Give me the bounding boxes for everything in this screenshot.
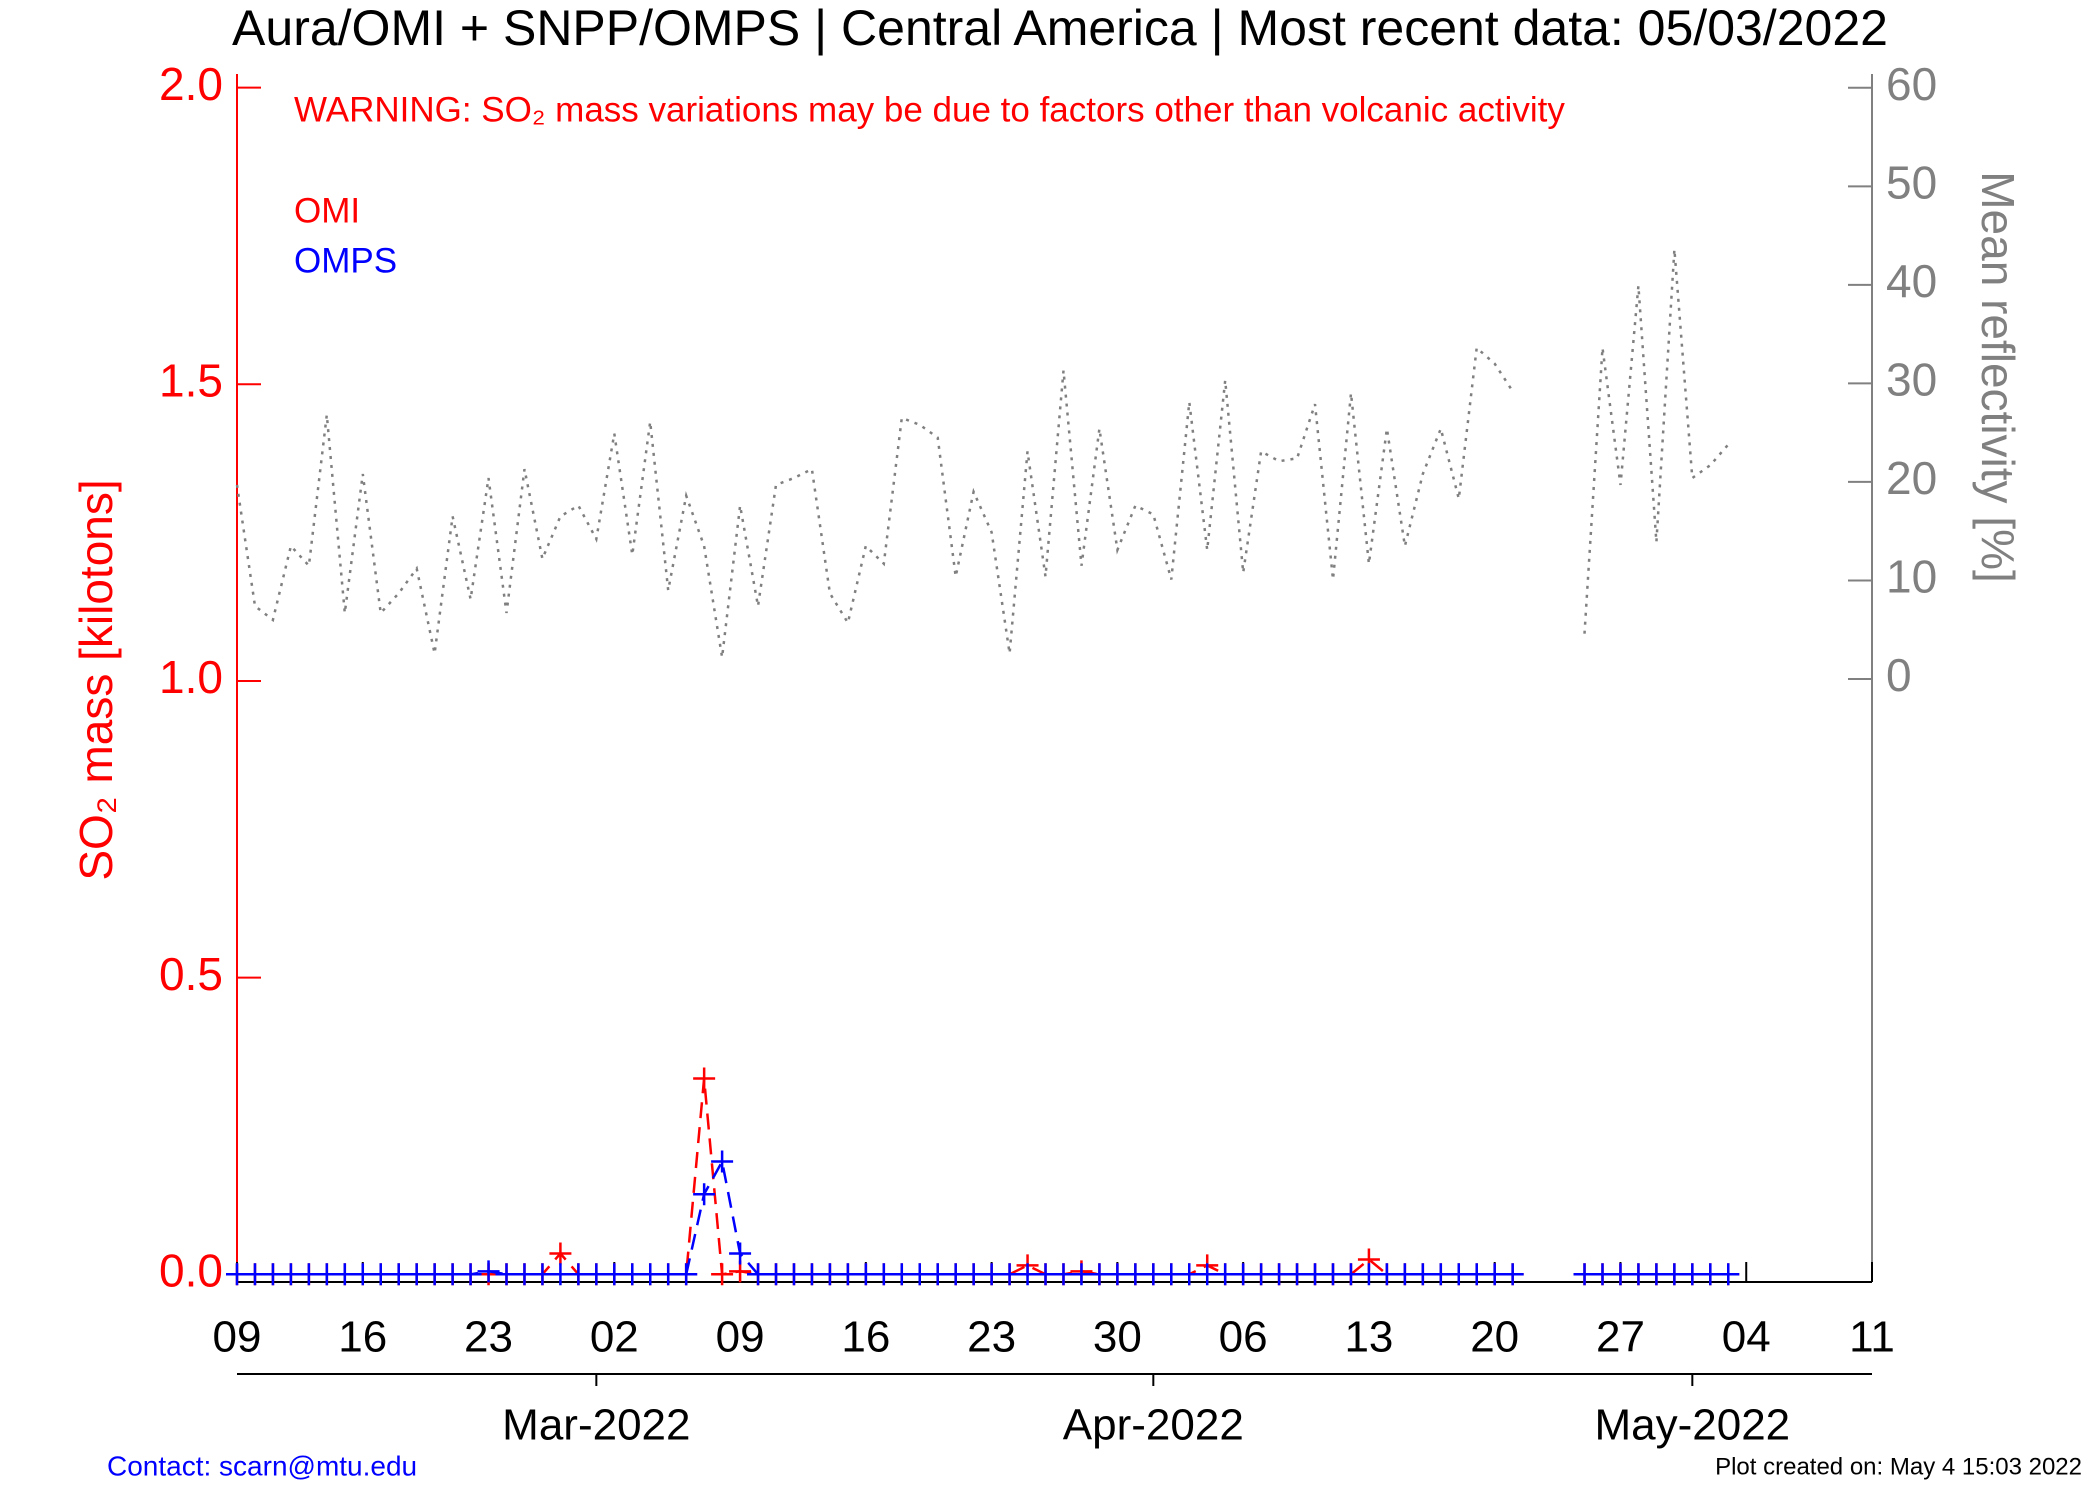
marker <box>549 1242 572 1265</box>
marker <box>459 1263 482 1286</box>
y2-tick-label: 30 <box>1886 354 1937 406</box>
y2-tick-label: 10 <box>1886 551 1937 603</box>
x-tick-label: 16 <box>841 1313 890 1362</box>
marker <box>1501 1263 1524 1286</box>
x-tick-label: 23 <box>464 1313 513 1362</box>
y2-axis-label: Mean reflectivity [%] <box>1972 171 2024 583</box>
y2-tick-label: 20 <box>1886 452 1937 504</box>
marker <box>711 1263 734 1286</box>
marker <box>675 1263 698 1286</box>
x-tick-label: 30 <box>1093 1313 1142 1362</box>
y-tick-label: 1.5 <box>159 354 223 406</box>
y2-tick-label: 60 <box>1886 58 1937 110</box>
y-tick-label: 0.0 <box>159 1244 223 1296</box>
warning: WARNING: SO₂ mass variations may be due … <box>294 90 1565 129</box>
legend-entry: OMI <box>294 191 360 230</box>
y-tick-label: 2.0 <box>159 58 223 110</box>
x-tick-label: 13 <box>1344 1313 1393 1362</box>
y2-tick-label: 40 <box>1886 255 1937 307</box>
marker <box>729 1242 752 1265</box>
y-axis-label: SO₂ mass [kilotons] <box>70 479 122 880</box>
x-tick-label: 27 <box>1596 1313 1645 1362</box>
marker <box>1717 1263 1740 1286</box>
legend-entry: OMPS <box>294 241 397 280</box>
y2-tick-label: 50 <box>1886 156 1937 208</box>
created-note: Plot created on: May 4 15:03 2022 <box>1715 1453 2082 1480</box>
x-tick-label: 11 <box>1849 1313 1895 1362</box>
y-tick-label: 0.5 <box>159 948 223 1000</box>
marker <box>693 1183 716 1206</box>
marker <box>477 1260 500 1283</box>
x-tick-label: 02 <box>590 1313 639 1362</box>
x-tick-label: 16 <box>338 1313 387 1362</box>
x-tick-label: 09 <box>213 1313 262 1362</box>
x-tick-label: 06 <box>1219 1313 1268 1362</box>
marker <box>711 1150 734 1173</box>
x-tick-label: 04 <box>1722 1313 1771 1362</box>
month-label: Mar-2022 <box>502 1401 690 1450</box>
y-tick-label: 1.0 <box>159 651 223 703</box>
chart-title: Aura/OMI + SNPP/OMPS | Central America |… <box>232 0 1888 56</box>
marker <box>693 1067 716 1090</box>
x-tick-label: 23 <box>967 1313 1016 1362</box>
month-label: Apr-2022 <box>1063 1401 1244 1450</box>
x-tick-label: 09 <box>716 1313 765 1362</box>
x-tick-label: 20 <box>1470 1313 1519 1362</box>
contact: Contact: scarn@mtu.edu <box>107 1450 417 1481</box>
y2-tick-label: 0 <box>1886 649 1912 701</box>
month-label: May-2022 <box>1594 1401 1790 1450</box>
